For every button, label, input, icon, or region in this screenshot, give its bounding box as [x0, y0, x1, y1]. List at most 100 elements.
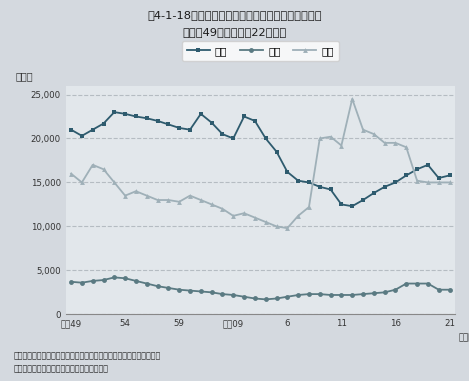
振動	[166, 286, 171, 290]
振動	[306, 292, 312, 296]
振動	[155, 284, 160, 288]
振動	[382, 290, 387, 295]
Text: （昭和49年度～平成22年度）: （昭和49年度～平成22年度）	[182, 27, 287, 37]
振動	[252, 296, 257, 301]
悪臭	[79, 180, 85, 185]
悪臭	[241, 211, 247, 216]
騒音	[339, 202, 344, 207]
振動	[79, 280, 85, 285]
振動	[68, 280, 74, 284]
騒音	[101, 121, 106, 126]
振動	[339, 293, 344, 297]
悪臭	[403, 145, 409, 150]
Text: （件）: （件）	[15, 71, 33, 81]
騒音	[263, 136, 269, 141]
悪臭	[122, 193, 128, 198]
悪臭	[112, 180, 117, 185]
Text: 査』、『悪臭防止法施行状況調査』より作成: 査』、『悪臭防止法施行状況調査』より作成	[14, 364, 109, 373]
振動	[436, 287, 441, 292]
振動	[274, 296, 280, 301]
悪臭	[252, 215, 257, 220]
騒音	[209, 120, 214, 125]
Line: 騒音: 騒音	[68, 110, 452, 209]
騒音	[446, 173, 452, 178]
悪臭	[176, 200, 182, 204]
騒音	[414, 167, 420, 171]
悪臭	[339, 143, 344, 148]
悪臭	[436, 180, 441, 185]
騒音	[155, 118, 160, 123]
騒音	[360, 198, 366, 202]
Line: 悪臭: 悪臭	[68, 96, 452, 231]
騒音	[79, 134, 85, 138]
Text: 図4-1-18　騒音・振動・悪臭に係る苦情件数の推移: 図4-1-18 騒音・振動・悪臭に係る苦情件数の推移	[147, 10, 322, 19]
騒音	[295, 178, 301, 183]
悪臭	[230, 214, 236, 218]
悪臭	[360, 127, 366, 132]
騒音	[144, 116, 150, 120]
振動	[187, 288, 193, 293]
騒音	[68, 127, 74, 132]
振動	[209, 290, 214, 295]
悪臭	[144, 193, 150, 198]
悪臭	[371, 132, 377, 136]
Text: （年度）: （年度）	[458, 334, 469, 343]
振動	[446, 287, 452, 292]
悪臭	[306, 205, 312, 209]
騒音	[403, 173, 409, 178]
騒音	[176, 126, 182, 130]
悪臭	[198, 198, 204, 202]
騒音	[133, 114, 139, 119]
振動	[317, 292, 323, 296]
悪臭	[101, 167, 106, 171]
振動	[112, 275, 117, 280]
騒音	[198, 112, 204, 116]
騒音	[382, 184, 387, 189]
振動	[176, 287, 182, 292]
悪臭	[295, 214, 301, 218]
悪臭	[393, 141, 398, 145]
悪臭	[209, 202, 214, 207]
振動	[230, 293, 236, 297]
騒音	[393, 180, 398, 185]
悪臭	[414, 178, 420, 183]
悪臭	[317, 136, 323, 141]
騒音	[306, 180, 312, 185]
騒音	[436, 176, 441, 180]
振動	[241, 295, 247, 299]
振動	[144, 281, 150, 286]
騒音	[285, 170, 290, 174]
悪臭	[349, 97, 355, 101]
騒音	[252, 118, 257, 123]
振動	[425, 281, 431, 286]
悪臭	[90, 163, 96, 167]
騒音	[219, 132, 225, 136]
騒音	[371, 191, 377, 195]
振動	[295, 293, 301, 297]
悪臭	[133, 189, 139, 194]
振動	[393, 287, 398, 292]
騒音	[90, 127, 96, 132]
悪臭	[219, 207, 225, 211]
騒音	[241, 114, 247, 119]
騒音	[122, 112, 128, 116]
騒音	[425, 163, 431, 167]
Line: 振動: 振動	[68, 275, 452, 302]
振動	[263, 297, 269, 302]
振動	[349, 293, 355, 297]
振動	[219, 292, 225, 296]
悪臭	[187, 193, 193, 198]
騒音	[166, 122, 171, 127]
振動	[133, 279, 139, 283]
悪臭	[328, 134, 333, 139]
悪臭	[382, 141, 387, 145]
振動	[198, 289, 204, 294]
Text: 資料：環境省『騒音規制法施行状況調査』、『振動規制法施行状況調: 資料：環境省『騒音規制法施行状況調査』、『振動規制法施行状況調	[14, 351, 161, 360]
騒音	[230, 136, 236, 141]
Legend: 騒音, 振動, 悪臭: 騒音, 振動, 悪臭	[182, 41, 339, 61]
悪臭	[166, 198, 171, 202]
振動	[403, 281, 409, 286]
振動	[101, 278, 106, 282]
振動	[328, 293, 333, 297]
悪臭	[68, 171, 74, 176]
